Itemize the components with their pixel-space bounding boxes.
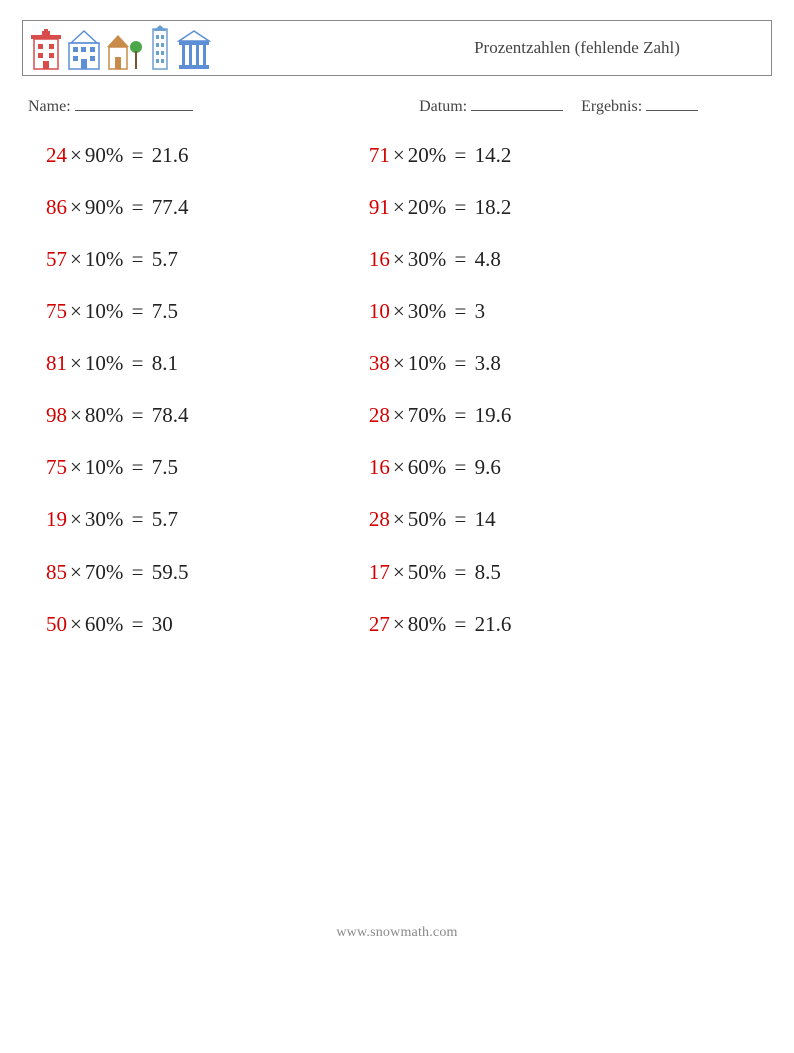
name-label: Name: bbox=[28, 98, 71, 115]
date-field: Datum: bbox=[419, 94, 563, 116]
equation-rest: ×90% = 77.4 bbox=[67, 195, 188, 219]
problem-row: 38×10% = 3.8 bbox=[369, 352, 678, 375]
missing-number: 28 bbox=[369, 507, 390, 531]
equation-rest: ×10% = 3.8 bbox=[390, 351, 501, 375]
missing-number: 16 bbox=[369, 455, 390, 479]
problem-row: 16×30% = 4.8 bbox=[369, 248, 678, 271]
missing-number: 98 bbox=[46, 403, 67, 427]
equation-rest: ×10% = 5.7 bbox=[67, 247, 178, 271]
missing-number: 85 bbox=[46, 560, 67, 584]
missing-number: 28 bbox=[369, 403, 390, 427]
missing-number: 10 bbox=[369, 299, 390, 323]
result-label: Ergebnis: bbox=[581, 98, 642, 115]
missing-number: 19 bbox=[46, 507, 67, 531]
missing-number: 24 bbox=[46, 143, 67, 167]
problem-row: 16×60% = 9.6 bbox=[369, 456, 678, 479]
missing-number: 75 bbox=[46, 299, 67, 323]
problem-row: 71×20% = 14.2 bbox=[369, 144, 678, 167]
missing-number: 57 bbox=[46, 247, 67, 271]
problem-row: 98×80% = 78.4 bbox=[46, 404, 369, 427]
result-field: Ergebnis: bbox=[581, 94, 698, 116]
equation-rest: ×10% = 7.5 bbox=[67, 455, 178, 479]
equation-rest: ×50% = 14 bbox=[390, 507, 496, 531]
problem-row: 19×30% = 5.7 bbox=[46, 508, 369, 531]
school-icon bbox=[67, 29, 101, 71]
problems-col-2: 71×20% = 14.291×20% = 18.216×30% = 4.810… bbox=[369, 144, 678, 665]
equation-rest: ×50% = 8.5 bbox=[390, 560, 501, 584]
missing-number: 16 bbox=[369, 247, 390, 271]
problem-row: 91×20% = 18.2 bbox=[369, 196, 678, 219]
bank-icon bbox=[177, 29, 211, 71]
missing-number: 27 bbox=[369, 612, 390, 636]
problem-row: 85×70% = 59.5 bbox=[46, 561, 369, 584]
problem-row: 27×80% = 21.6 bbox=[369, 613, 678, 636]
missing-number: 91 bbox=[369, 195, 390, 219]
tower-icon bbox=[149, 25, 171, 71]
equation-rest: ×30% = 3 bbox=[390, 299, 485, 323]
problem-row: 75×10% = 7.5 bbox=[46, 300, 369, 323]
worksheet-title: Prozentzahlen (fehlende Zahl) bbox=[211, 38, 763, 58]
missing-number: 86 bbox=[46, 195, 67, 219]
problem-row: 10×30% = 3 bbox=[369, 300, 678, 323]
date-blank bbox=[471, 94, 563, 111]
equation-rest: ×30% = 5.7 bbox=[67, 507, 178, 531]
date-label: Datum: bbox=[419, 98, 467, 115]
result-blank bbox=[646, 94, 698, 111]
equation-rest: ×10% = 8.1 bbox=[67, 351, 178, 375]
hospital-icon bbox=[31, 29, 61, 71]
missing-number: 71 bbox=[369, 143, 390, 167]
house-tree-icon bbox=[107, 29, 143, 71]
missing-number: 17 bbox=[369, 560, 390, 584]
problem-row: 50×60% = 30 bbox=[46, 613, 369, 636]
name-field: Name: bbox=[28, 94, 419, 116]
equation-rest: ×20% = 14.2 bbox=[390, 143, 511, 167]
header-icons bbox=[31, 25, 211, 71]
problem-row: 81×10% = 8.1 bbox=[46, 352, 369, 375]
worksheet-page: Prozentzahlen (fehlende Zahl) Name: Datu… bbox=[0, 0, 794, 953]
name-blank bbox=[75, 94, 193, 111]
equation-rest: ×80% = 21.6 bbox=[390, 612, 511, 636]
problem-row: 57×10% = 5.7 bbox=[46, 248, 369, 271]
equation-rest: ×80% = 78.4 bbox=[67, 403, 188, 427]
equation-rest: ×60% = 9.6 bbox=[390, 455, 501, 479]
missing-number: 75 bbox=[46, 455, 67, 479]
problems-col-1: 24×90% = 21.6 86×90% = 77.4 57×10% = 5.7 75… bbox=[46, 144, 369, 665]
problem-row: 86×90% = 77.4 bbox=[46, 196, 369, 219]
equation-rest: ×30% = 4.8 bbox=[390, 247, 501, 271]
equation-rest: ×20% = 18.2 bbox=[390, 195, 511, 219]
problem-row: 28×50% = 14 bbox=[369, 508, 678, 531]
equation-rest: ×10% = 7.5 bbox=[67, 299, 178, 323]
equation-rest: ×60% = 30 bbox=[67, 612, 173, 636]
missing-number: 81 bbox=[46, 351, 67, 375]
problem-row: 28×70% = 19.6 bbox=[369, 404, 678, 427]
equation-rest: ×70% = 19.6 bbox=[390, 403, 511, 427]
problems-grid: 24×90% = 21.6 86×90% = 77.4 57×10% = 5.7 75… bbox=[22, 144, 772, 665]
problem-row: 17×50% = 8.5 bbox=[369, 561, 678, 584]
header-box: Prozentzahlen (fehlende Zahl) bbox=[22, 20, 772, 76]
missing-number: 50 bbox=[46, 612, 67, 636]
meta-row: Name: Datum: Ergebnis: bbox=[22, 94, 772, 116]
problem-row: 75×10% = 7.5 bbox=[46, 456, 369, 479]
equation-rest: ×70% = 59.5 bbox=[67, 560, 188, 584]
missing-number: 38 bbox=[369, 351, 390, 375]
problem-row: 24×90% = 21.6 bbox=[46, 144, 369, 167]
equation-rest: ×90% = 21.6 bbox=[67, 143, 188, 167]
footer-url: www.snowmath.com bbox=[22, 925, 772, 941]
